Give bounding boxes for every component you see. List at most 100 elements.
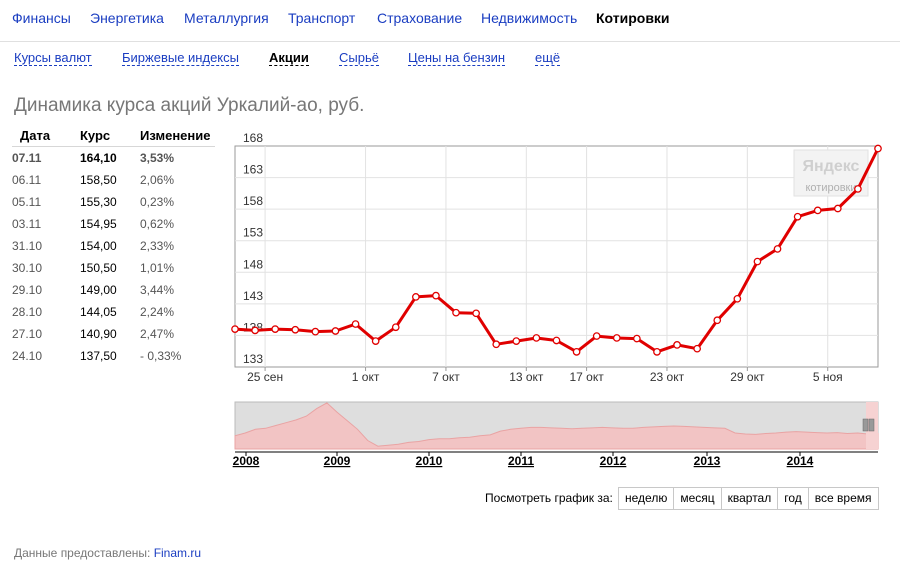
data-point[interactable] xyxy=(552,336,561,345)
cell-price: 137,50 xyxy=(80,349,117,363)
navigator-year-link[interactable]: 2008 xyxy=(233,454,260,468)
cell-date: 24.10 xyxy=(12,349,43,363)
data-point[interactable] xyxy=(291,325,300,334)
data-point[interactable] xyxy=(612,334,621,342)
y-tick-label: 163 xyxy=(243,163,263,177)
data-point[interactable] xyxy=(251,326,259,335)
cell-change: 0,62% xyxy=(140,217,175,231)
column-header-date: Дата xyxy=(12,127,80,147)
price-line xyxy=(234,147,880,354)
x-tick-label: 7 окт xyxy=(432,370,460,384)
cell-date: 30.10 xyxy=(12,261,43,275)
data-point[interactable] xyxy=(231,325,239,333)
cell-change: - 0,33% xyxy=(140,349,182,363)
data-point[interactable] xyxy=(351,320,360,328)
navigator-year-link[interactable]: 2014 xyxy=(787,454,814,468)
cell-change: 2,47% xyxy=(140,327,175,341)
data-point[interactable] xyxy=(813,206,822,215)
data-point[interactable] xyxy=(311,327,320,336)
table-row: 24.10 137,50 - 0,33% xyxy=(12,345,215,367)
table-row: 28.10 144,05 2,24% xyxy=(12,301,215,323)
table-row: 27.10 140,90 2,47% xyxy=(12,323,215,345)
period-month-button[interactable]: месяц xyxy=(673,488,721,509)
subnav-item-commodities[interactable]: Сырьё xyxy=(339,50,379,66)
data-point[interactable] xyxy=(492,340,501,349)
topnav-item-metallurgy[interactable]: Металлургия xyxy=(184,10,269,26)
table-row: 30.10 150,50 1,01% xyxy=(12,257,215,279)
cell-date: 31.10 xyxy=(12,239,43,253)
navigator-handle[interactable] xyxy=(862,418,869,432)
cell-price: 144,05 xyxy=(80,305,117,319)
data-point[interactable] xyxy=(512,337,521,345)
data-point[interactable] xyxy=(633,334,641,343)
period-week-button[interactable]: неделю xyxy=(619,488,674,509)
y-tick-label: 168 xyxy=(243,131,263,145)
cell-price: 150,50 xyxy=(80,261,117,275)
table-row: 06.11 158,50 2,06% xyxy=(12,169,215,191)
navigator-year-link[interactable]: 2010 xyxy=(416,454,443,468)
navigator-year-link[interactable]: 2013 xyxy=(694,454,721,468)
topnav-item-insurance[interactable]: Страхование xyxy=(377,10,463,26)
data-point[interactable] xyxy=(833,204,842,213)
cell-price: 164,10 xyxy=(80,151,117,165)
data-point[interactable] xyxy=(713,316,722,325)
subnav-item-currency[interactable]: Курсы валют xyxy=(14,50,92,66)
data-source-link[interactable]: Finam.ru xyxy=(153,546,202,560)
cell-date: 06.11 xyxy=(12,173,42,187)
data-point[interactable] xyxy=(572,347,581,356)
data-point[interactable] xyxy=(331,327,340,335)
subnav-item-indices[interactable]: Биржевые индексы xyxy=(122,50,239,66)
data-point[interactable] xyxy=(371,337,380,345)
data-source-note: Данные предоставлены: Finam.ru xyxy=(14,546,201,560)
period-quarter-button[interactable]: квартал xyxy=(720,488,778,509)
data-point[interactable] xyxy=(753,257,762,266)
cell-date: 05.11 xyxy=(12,195,42,209)
watermark-box xyxy=(793,149,869,197)
quotes-table: Дата Курс Изменение 07.11 164,10 3,53% 06.1… xyxy=(12,127,215,367)
data-point[interactable] xyxy=(592,332,601,340)
period-label: Посмотреть график за: xyxy=(485,491,613,505)
column-header-change: Изменение xyxy=(140,127,215,147)
navigator-year-link[interactable]: 2009 xyxy=(324,454,351,468)
data-point[interactable] xyxy=(793,212,802,221)
data-point[interactable] xyxy=(874,144,882,153)
subnav-item-more[interactable]: ещё xyxy=(535,50,561,66)
data-point[interactable] xyxy=(854,185,862,193)
navigator-selection[interactable] xyxy=(866,402,878,449)
data-point[interactable] xyxy=(532,334,541,342)
data-point[interactable] xyxy=(271,325,280,333)
cell-price: 154,95 xyxy=(80,217,117,231)
data-point[interactable] xyxy=(432,291,440,300)
data-point[interactable] xyxy=(693,344,702,353)
watermark-brand: Яндекс xyxy=(803,158,860,175)
cell-change: 2,24% xyxy=(140,305,175,319)
x-tick-label: 5 ноя xyxy=(813,370,843,384)
cell-price: 155,30 xyxy=(80,195,117,209)
data-point[interactable] xyxy=(391,323,400,332)
column-header-price: Курс xyxy=(80,127,140,147)
navigator-year-link[interactable]: 2011 xyxy=(508,454,534,468)
data-point[interactable] xyxy=(653,347,661,356)
data-point[interactable] xyxy=(733,294,742,303)
table-header-row: Дата Курс Изменение xyxy=(12,127,215,147)
data-point[interactable] xyxy=(472,309,480,318)
data-point[interactable] xyxy=(673,341,681,349)
cell-price: 154,00 xyxy=(80,239,117,253)
data-point[interactable] xyxy=(411,293,420,301)
cell-change: 3,53% xyxy=(140,151,175,165)
navigator-handle[interactable] xyxy=(868,418,875,432)
topnav-item-energy[interactable]: Энергетика xyxy=(90,10,164,26)
cell-change: 1,01% xyxy=(140,261,175,275)
cell-change: 2,33% xyxy=(140,239,175,253)
navigator-year-link[interactable]: 2012 xyxy=(600,454,627,468)
data-point[interactable] xyxy=(773,245,782,253)
subnav-item-fuel-prices[interactable]: Цены на бензин xyxy=(408,50,506,66)
topnav-item-realty[interactable]: Недвижимость xyxy=(481,10,578,26)
period-year-button[interactable]: год xyxy=(777,488,808,509)
x-tick-label: 29 окт xyxy=(730,370,765,384)
topnav-item-transport[interactable]: Транспорт xyxy=(288,10,356,26)
period-all-time-button[interactable]: все время xyxy=(807,488,878,509)
table-row: 31.10 154,00 2,33% xyxy=(12,235,215,257)
topnav-item-finance[interactable]: Финансы xyxy=(12,10,71,26)
data-point[interactable] xyxy=(452,308,460,317)
